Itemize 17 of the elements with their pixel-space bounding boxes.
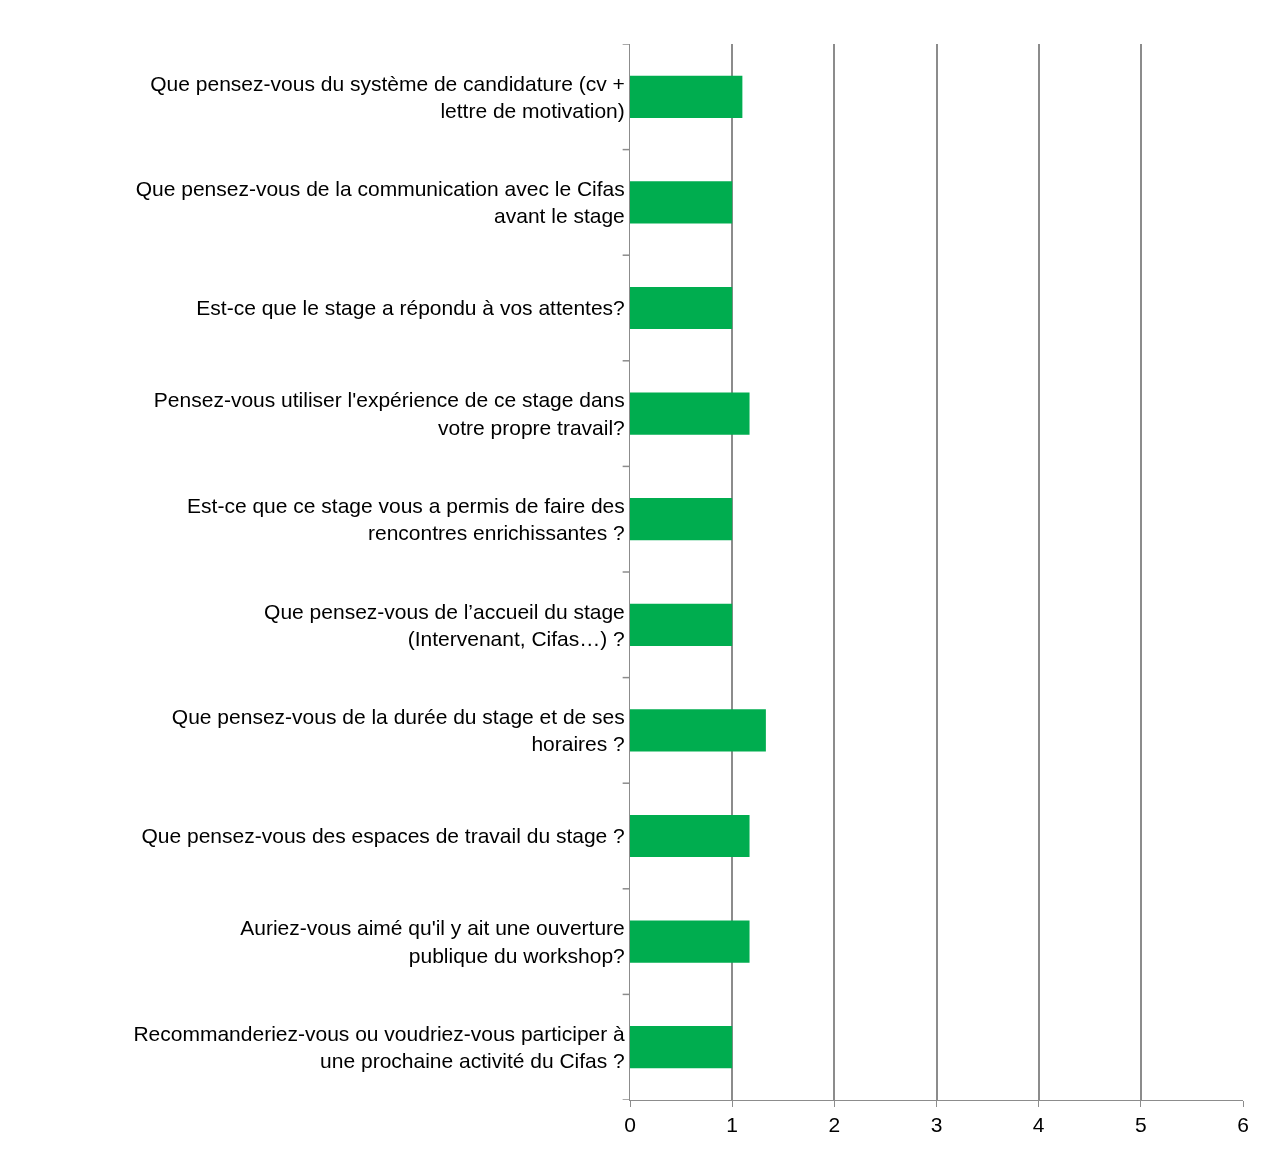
y-tick-label: Que pensez-vous des espaces de travail du stage ? xyxy=(141,824,625,848)
x-tick-label: 6 xyxy=(1237,1113,1249,1137)
x-tick-label: 0 xyxy=(624,1113,636,1137)
x-tick-label: 1 xyxy=(726,1113,739,1137)
y-tick-label: Que pensez-vous de la communication avec le Cifas avant le stage xyxy=(135,177,625,228)
y-tick-label: Que pensez-vous de la durée du stage et de ses horaires ? xyxy=(171,705,625,756)
y-tick-label: Est-ce que ce stage vous a permis de faire des rencontres enrichissantes ? xyxy=(187,493,625,545)
x-tick-label: 4 xyxy=(1032,1113,1045,1137)
y-tick-label: Que pensez-vous de l’accueil du stage (Intervenant, Cifas…) ? xyxy=(264,599,625,650)
x-tick-label: 3 xyxy=(930,1113,943,1137)
y-tick-label: Recommanderiez-vous ou voudriez-vous participer à une prochaine activité du Cifas ? xyxy=(133,1021,626,1073)
y-tick-label: Auriez-vous aimé qu'il y ait une ouverture publique du workshop? xyxy=(240,916,625,967)
y-tick-label: Pensez-vous utiliser l'expérience de ce stage dans votre propre travail? xyxy=(153,388,625,439)
x-tick-label: 5 xyxy=(1134,1113,1147,1137)
y-tick-label: Est-ce que le stage a répondu à vos attentes? xyxy=(196,296,625,320)
x-tick-label: 2 xyxy=(828,1113,841,1137)
y-tick-label: Que pensez-vous du système de candidature (cv + lettre de motivation) xyxy=(150,71,625,122)
